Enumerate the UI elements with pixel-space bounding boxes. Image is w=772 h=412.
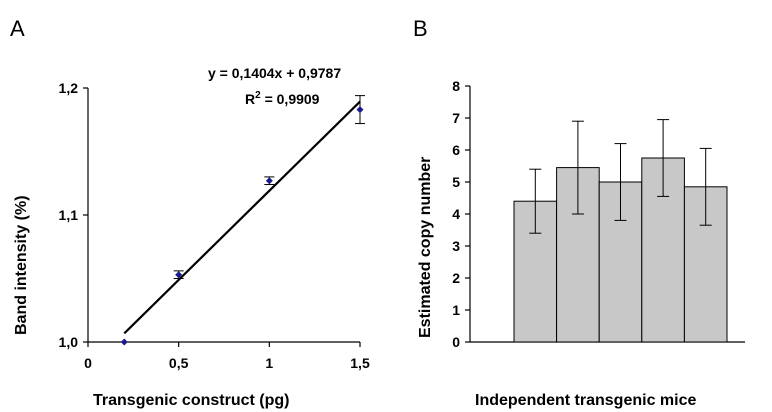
x-tick-label: 1,5 — [350, 355, 370, 371]
panel-a-x-axis-title: Transgenic construct (pg) — [93, 392, 289, 409]
r2-value: = 0,9909 — [261, 91, 320, 107]
x-tick-label: 0,5 — [169, 355, 189, 371]
y-tick-label: 7 — [452, 110, 460, 126]
y-tick-label: 5 — [452, 174, 460, 190]
y-tick-label: 4 — [452, 206, 460, 222]
data-point — [175, 271, 183, 279]
y-tick-label: 3 — [452, 238, 460, 254]
data-point — [356, 106, 364, 114]
panel-a-x-ticks: 0 0,5 1 1,5 — [84, 342, 370, 371]
panel-a-data-points — [120, 95, 365, 346]
panel-a-equation: y = 0,1404x + 0,9787 — [208, 65, 341, 81]
y-tick-label: 1,2 — [59, 80, 79, 96]
x-tick-label: 1 — [265, 355, 273, 371]
panel-a-y-axis-title: Band intensity (%) — [13, 195, 30, 335]
panel-b-letter: B — [413, 16, 428, 41]
y-tick-label: 2 — [452, 270, 460, 286]
y-tick-label: 1 — [452, 302, 460, 318]
panel-a-letter: A — [10, 16, 25, 41]
panel-b-y-axis-title: Estimated copy number — [417, 157, 434, 338]
data-point — [120, 338, 128, 346]
panel-b-y-ticks: 0 1 2 3 4 5 6 7 8 — [452, 78, 470, 350]
data-point — [265, 177, 273, 185]
r2-superscript: 2 — [255, 90, 261, 101]
panel-b-x-axis-title: Independent transgenic mice — [475, 392, 696, 409]
r2-prefix: R — [245, 91, 255, 107]
panel-a-regression-line — [123, 100, 361, 335]
panel-b-bars — [513, 119, 728, 343]
y-tick-label: 1,1 — [59, 207, 79, 223]
y-tick-label: 8 — [452, 78, 460, 94]
panel-a-r-squared: R2 = 0,9909 — [245, 90, 320, 107]
x-tick-label: 0 — [84, 355, 92, 371]
panel-a-y-ticks: 1,0 1,1 1,2 — [59, 80, 88, 350]
y-tick-label: 6 — [452, 142, 460, 158]
y-tick-label: 0 — [452, 334, 460, 350]
y-tick-label: 1,0 — [59, 334, 79, 350]
panel-a: A 1,0 1,1 1,2 0 0,5 1 1,5 y = 0,1404x + 0,978… — [10, 16, 370, 409]
